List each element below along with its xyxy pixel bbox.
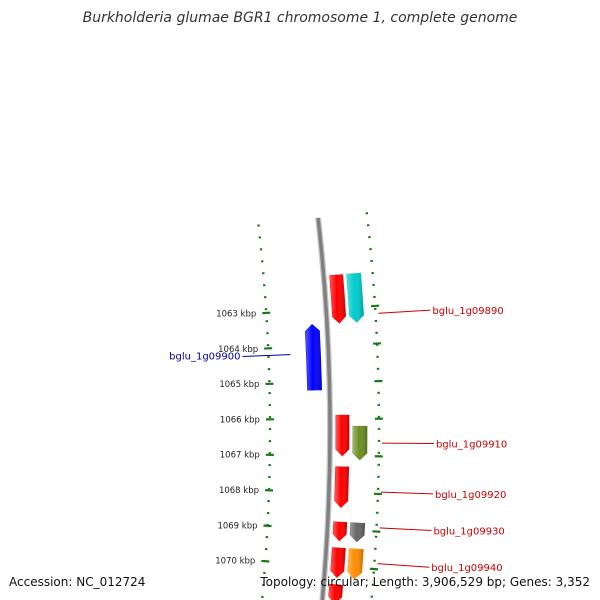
tick-label: 1067 kbp [220,451,260,461]
label-leader [242,354,291,358]
tick-label: 1065 kbp [219,380,259,390]
inner-ring-dots [257,224,272,600]
accession-text: Accession: NC_012724 [9,575,146,589]
map-title: Burkholderia glumae BGR1 chromosome 1, c… [82,10,518,26]
gene-label[interactable]: bglu_1g09940 [431,563,502,574]
outer-tick-ring [365,212,381,600]
gene-label[interactable]: bglu_1g09900 [169,352,240,363]
label-leader [378,309,431,314]
feature-shading [335,415,349,456]
feature-shading [333,521,347,541]
feature-shading [334,466,349,508]
kbp-ticks: 1063 kbp 1064 kbp 1065 kbp 1066 kbp 1067 kbp… [215,304,383,571]
feature-shading [330,547,346,578]
label-leader [380,491,433,495]
feature-shading [347,548,364,579]
tick-label: 1069 kbp [217,521,257,531]
gene-label[interactable]: bglu_1g09890 [432,306,503,317]
gene-label[interactable]: bglu_1g09930 [433,527,504,538]
feature-shading [352,426,367,460]
tick-label: 1064 kbp [218,345,258,355]
tick-label: 1070 kbp [215,557,255,567]
gene-label[interactable]: bglu_1g09910 [436,440,507,451]
gene-label[interactable]: bglu_1g09920 [435,490,506,501]
feature-shading [346,273,364,323]
gene-labels: bglu_1g09890 bglu_1g09900 bglu_1g09910bglu… [169,306,507,574]
label-leader [377,563,430,568]
tick-mark [262,311,271,315]
feature-shading [329,274,346,324]
tick-label: 1066 kbp [220,415,260,425]
tick-label: 1068 kbp [219,486,259,496]
feature-shading [305,324,322,391]
inner-tick-ring [257,224,272,600]
outer-tick-mark [369,567,379,571]
genome-info-text: Topology: circular; Length: 3,906,529 bp… [260,575,590,589]
backbone-line [316,217,332,600]
outer-tick-mark [370,304,380,308]
label-leader [379,527,432,532]
tick-label: 1063 kbp [216,310,256,320]
chromosome-backbone [315,217,333,600]
tick-mark [261,559,270,563]
feature-track [304,272,368,600]
feature-shading [328,584,343,600]
outer-ring-dots [365,212,381,600]
feature-shading [350,522,365,542]
